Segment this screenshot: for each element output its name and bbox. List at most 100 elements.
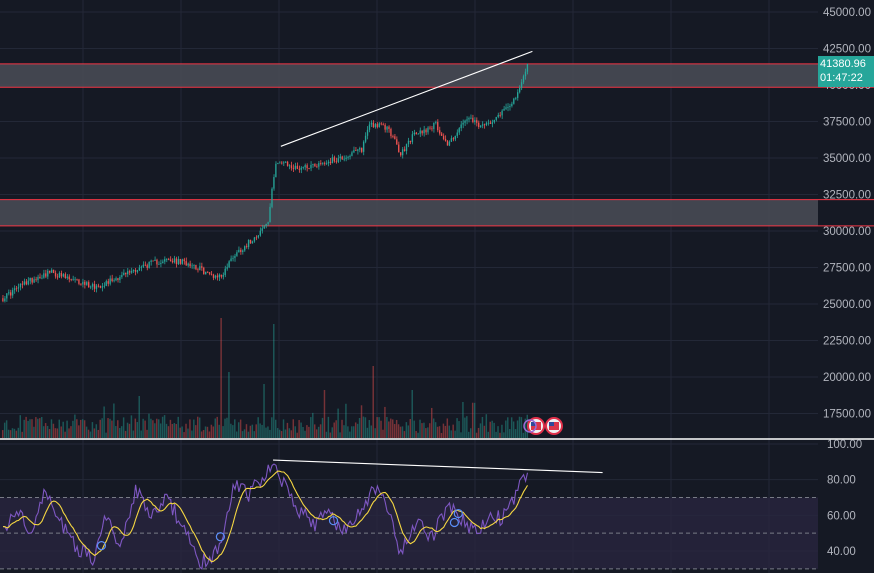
volume-bar — [239, 419, 242, 438]
volume-bar — [286, 422, 289, 438]
volume-bar — [161, 416, 164, 438]
candle-body — [518, 87, 521, 93]
volume-bar — [119, 427, 121, 438]
volume-bar — [464, 417, 466, 438]
candle-body — [296, 165, 298, 169]
volume-bar — [278, 429, 281, 438]
candle-body — [23, 281, 25, 285]
divergence-marker-1 — [215, 532, 225, 542]
candle-body — [244, 246, 246, 251]
price-axis-tick-8: 25000.00 — [823, 299, 871, 311]
volume-bar — [173, 423, 176, 438]
candle-body — [195, 264, 197, 270]
volume-bar — [251, 424, 254, 438]
candle-body — [259, 230, 261, 236]
candle-body — [298, 168, 300, 170]
volume-bar — [193, 419, 195, 438]
volume-bar — [93, 428, 96, 438]
candle-body — [392, 136, 394, 137]
volume-bar — [483, 425, 486, 438]
candle-body — [230, 258, 232, 262]
candle-body — [45, 273, 47, 277]
volume-bar — [473, 402, 476, 438]
candle-body — [468, 118, 470, 120]
volume-bar — [491, 420, 493, 438]
candle-body — [154, 259, 156, 261]
candle-body — [351, 152, 353, 156]
candle-body — [150, 260, 152, 262]
candle-body — [203, 267, 205, 275]
volume-bar — [347, 426, 349, 438]
price-axis-tick-10: 20000.00 — [823, 372, 871, 384]
candle-body — [86, 282, 88, 285]
volume-bar — [142, 418, 144, 438]
candle-body — [353, 150, 355, 153]
volume-bar — [70, 426, 72, 438]
candle-body — [341, 156, 343, 160]
volume-bar — [31, 419, 33, 438]
candle-body — [306, 165, 308, 169]
candle-body — [199, 266, 201, 271]
volume-bar — [249, 425, 252, 438]
volume-bar — [263, 384, 265, 438]
candle-body — [357, 149, 359, 151]
volume-bar — [259, 423, 261, 438]
volume-bar — [524, 418, 527, 438]
volume-bar — [337, 408, 339, 438]
candle-body — [407, 140, 410, 145]
volume-bar — [419, 419, 421, 438]
volume-bar — [487, 431, 489, 438]
candle-body — [421, 130, 423, 134]
volume-bar — [5, 420, 8, 438]
candle-body — [158, 263, 160, 265]
candle-body — [257, 235, 259, 238]
volume-bar — [165, 423, 168, 438]
candle-body — [156, 259, 158, 265]
volume-bar — [81, 419, 84, 438]
candle-body — [105, 281, 107, 286]
candle-body — [111, 278, 113, 282]
candle-body — [175, 258, 178, 265]
candle-body — [425, 129, 427, 133]
candle-body — [33, 279, 35, 283]
volume-bar — [27, 420, 29, 438]
candle-body — [27, 280, 29, 285]
candle-body — [339, 156, 341, 159]
candle-body — [281, 162, 283, 164]
candle-body — [60, 272, 63, 277]
volume-bar — [360, 405, 363, 438]
volume-bar — [319, 424, 322, 438]
candle-body — [208, 272, 211, 274]
volume-bar — [466, 416, 468, 438]
volume-bar — [128, 423, 131, 438]
candle-body — [89, 286, 92, 288]
volume-bar — [237, 422, 240, 438]
candle-body — [183, 259, 185, 262]
volume-bar — [83, 420, 86, 438]
volume-bar — [138, 396, 140, 438]
volume-bar — [198, 417, 201, 438]
resistance-zone-0 — [0, 63, 818, 88]
candle-body — [343, 158, 345, 160]
volume-bar — [148, 413, 150, 438]
candle-body — [193, 264, 195, 266]
volume-bar — [25, 416, 27, 438]
candle-body — [35, 279, 37, 281]
rsi-axis-tick-2: 60.00 — [827, 510, 856, 522]
volume-bar — [42, 426, 45, 438]
volume-bar — [411, 390, 413, 438]
candle-body — [333, 157, 336, 162]
candle-body — [415, 132, 417, 135]
candle-body — [335, 161, 337, 163]
volume-bar — [195, 425, 197, 438]
volume-bar — [444, 425, 447, 438]
volume-bar — [115, 426, 117, 438]
volume-bar — [156, 418, 158, 438]
volume-bar — [378, 417, 380, 438]
candle-body — [517, 92, 519, 98]
volume-bar — [294, 426, 296, 438]
volume-bar — [356, 423, 359, 438]
candle-body — [320, 163, 322, 164]
